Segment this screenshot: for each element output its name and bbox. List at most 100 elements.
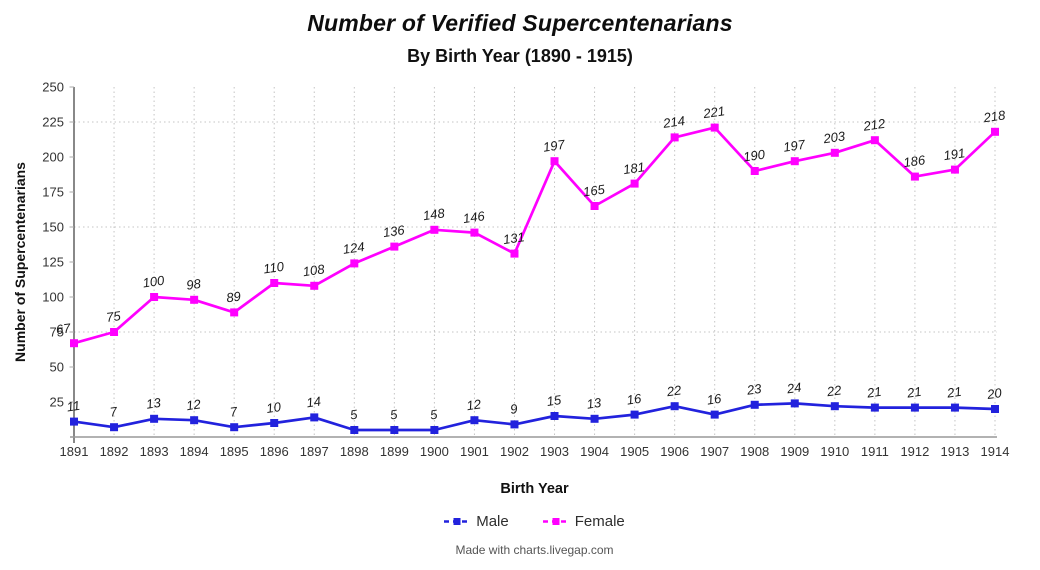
data-label-male: 5	[349, 407, 359, 423]
data-label-male: 23	[745, 381, 763, 398]
data-label-female: 124	[342, 239, 366, 257]
chart-subtitle: By Birth Year (1890 - 1915)	[407, 46, 633, 66]
legend-item-male[interactable]: Male	[444, 513, 509, 530]
x-tick-label: 1895	[220, 444, 249, 459]
data-label-female: 136	[382, 222, 406, 240]
data-label-male: 13	[145, 395, 162, 412]
series-line-male	[73, 402, 996, 432]
x-tick-label: 1912	[900, 444, 929, 459]
x-tick-label: 1892	[100, 444, 129, 459]
x-tick-label: 1893	[140, 444, 169, 459]
data-label-male: 12	[185, 396, 202, 413]
data-point-female	[710, 123, 719, 132]
data-label-female: 146	[462, 208, 486, 226]
data-point-male	[70, 417, 78, 426]
data-label-female: 165	[582, 182, 606, 200]
x-tick-label: 1896	[260, 444, 289, 459]
data-point-male	[950, 403, 959, 412]
data-label-female: 108	[302, 261, 326, 279]
data-point-male	[270, 419, 279, 427]
data-point-male	[510, 420, 519, 429]
x-tick-label: 1902	[500, 444, 529, 459]
y-tick-label: 125	[42, 255, 64, 270]
data-point-male	[110, 423, 119, 432]
data-point-male	[750, 400, 759, 409]
y-tick-label: 50	[50, 360, 64, 375]
data-label-male: 7	[229, 404, 239, 420]
legend: Male Female	[74, 513, 995, 530]
y-tick-label: 250	[42, 80, 64, 95]
x-tick-label: 1904	[580, 444, 609, 459]
legend-marker-male-icon	[444, 518, 471, 525]
data-point-female	[991, 127, 999, 136]
data-label-female: 148	[422, 205, 446, 223]
data-label-female: 214	[661, 113, 686, 131]
x-tick-label: 1911	[861, 444, 889, 459]
data-point-male	[710, 410, 719, 419]
data-point-female	[310, 281, 319, 290]
y-axis-title: Number of Supercentenarians	[12, 162, 28, 362]
credit-text: Made with charts.livegap.com	[455, 543, 614, 557]
data-point-male	[550, 412, 559, 420]
data-label-male: 5	[429, 407, 439, 423]
data-label-female: 218	[982, 107, 1007, 125]
data-point-male	[590, 414, 599, 423]
x-tick-label: 1907	[700, 444, 729, 459]
legend-label-female: Female	[574, 513, 625, 530]
y-tick-label: 100	[42, 290, 64, 305]
data-label-male: 16	[706, 391, 723, 408]
data-label-male: 9	[509, 401, 518, 417]
x-tick-label: 1909	[780, 444, 809, 459]
data-label-female: 221	[701, 103, 726, 121]
data-point-male	[910, 403, 919, 412]
data-label-male: 21	[905, 384, 922, 401]
data-point-female	[870, 136, 879, 145]
x-tick-label: 1906	[660, 444, 689, 459]
data-label-female: 110	[262, 259, 285, 277]
series-line-female	[73, 126, 996, 345]
x-tick-label: 1899	[380, 444, 409, 459]
x-tick-label: 1910	[820, 444, 849, 459]
data-label-male: 21	[945, 384, 962, 401]
data-point-female	[590, 202, 599, 210]
data-point-male	[430, 426, 439, 434]
legend-item-female[interactable]: Female	[542, 513, 625, 530]
data-point-female	[630, 179, 639, 188]
y-tick-label: 75	[50, 325, 64, 340]
data-label-male: 22	[825, 382, 843, 399]
data-label-female: 100	[142, 273, 166, 291]
data-point-female	[70, 339, 78, 348]
data-label-male: 14	[305, 394, 321, 411]
chart-title: Number of Verified Supercentenarians	[307, 10, 733, 36]
data-label-female: 186	[902, 152, 926, 170]
data-point-male	[190, 416, 199, 425]
data-point-male	[230, 423, 239, 432]
data-label-male: 13	[586, 395, 603, 412]
data-point-female	[830, 148, 839, 157]
y-tick-label: 175	[42, 185, 64, 200]
data-point-female	[350, 259, 359, 268]
x-axis-title: Birth Year	[500, 481, 569, 497]
data-label-male: 22	[665, 382, 683, 399]
data-point-male	[390, 426, 399, 434]
data-point-male	[630, 410, 639, 419]
y-axis-title-box: Number of Supercentenarians	[0, 87, 40, 437]
x-tick-label: 1897	[300, 444, 329, 459]
y-tick-label: 200	[42, 150, 64, 165]
data-point-female	[510, 249, 519, 258]
data-point-female	[550, 157, 559, 166]
x-tick-label: 1901	[460, 444, 489, 459]
y-tick-label: 225	[42, 115, 64, 130]
x-tick-label: 1914	[981, 444, 1010, 459]
x-tick-label: 1903	[540, 444, 569, 459]
data-point-male	[991, 405, 999, 413]
data-point-male	[870, 403, 879, 412]
data-label-female: 181	[622, 159, 646, 177]
data-point-male	[350, 426, 359, 434]
data-point-female	[430, 225, 439, 234]
data-label-male: 7	[109, 404, 119, 420]
data-label-female: 197	[542, 137, 566, 155]
data-label-male: 12	[466, 396, 483, 413]
